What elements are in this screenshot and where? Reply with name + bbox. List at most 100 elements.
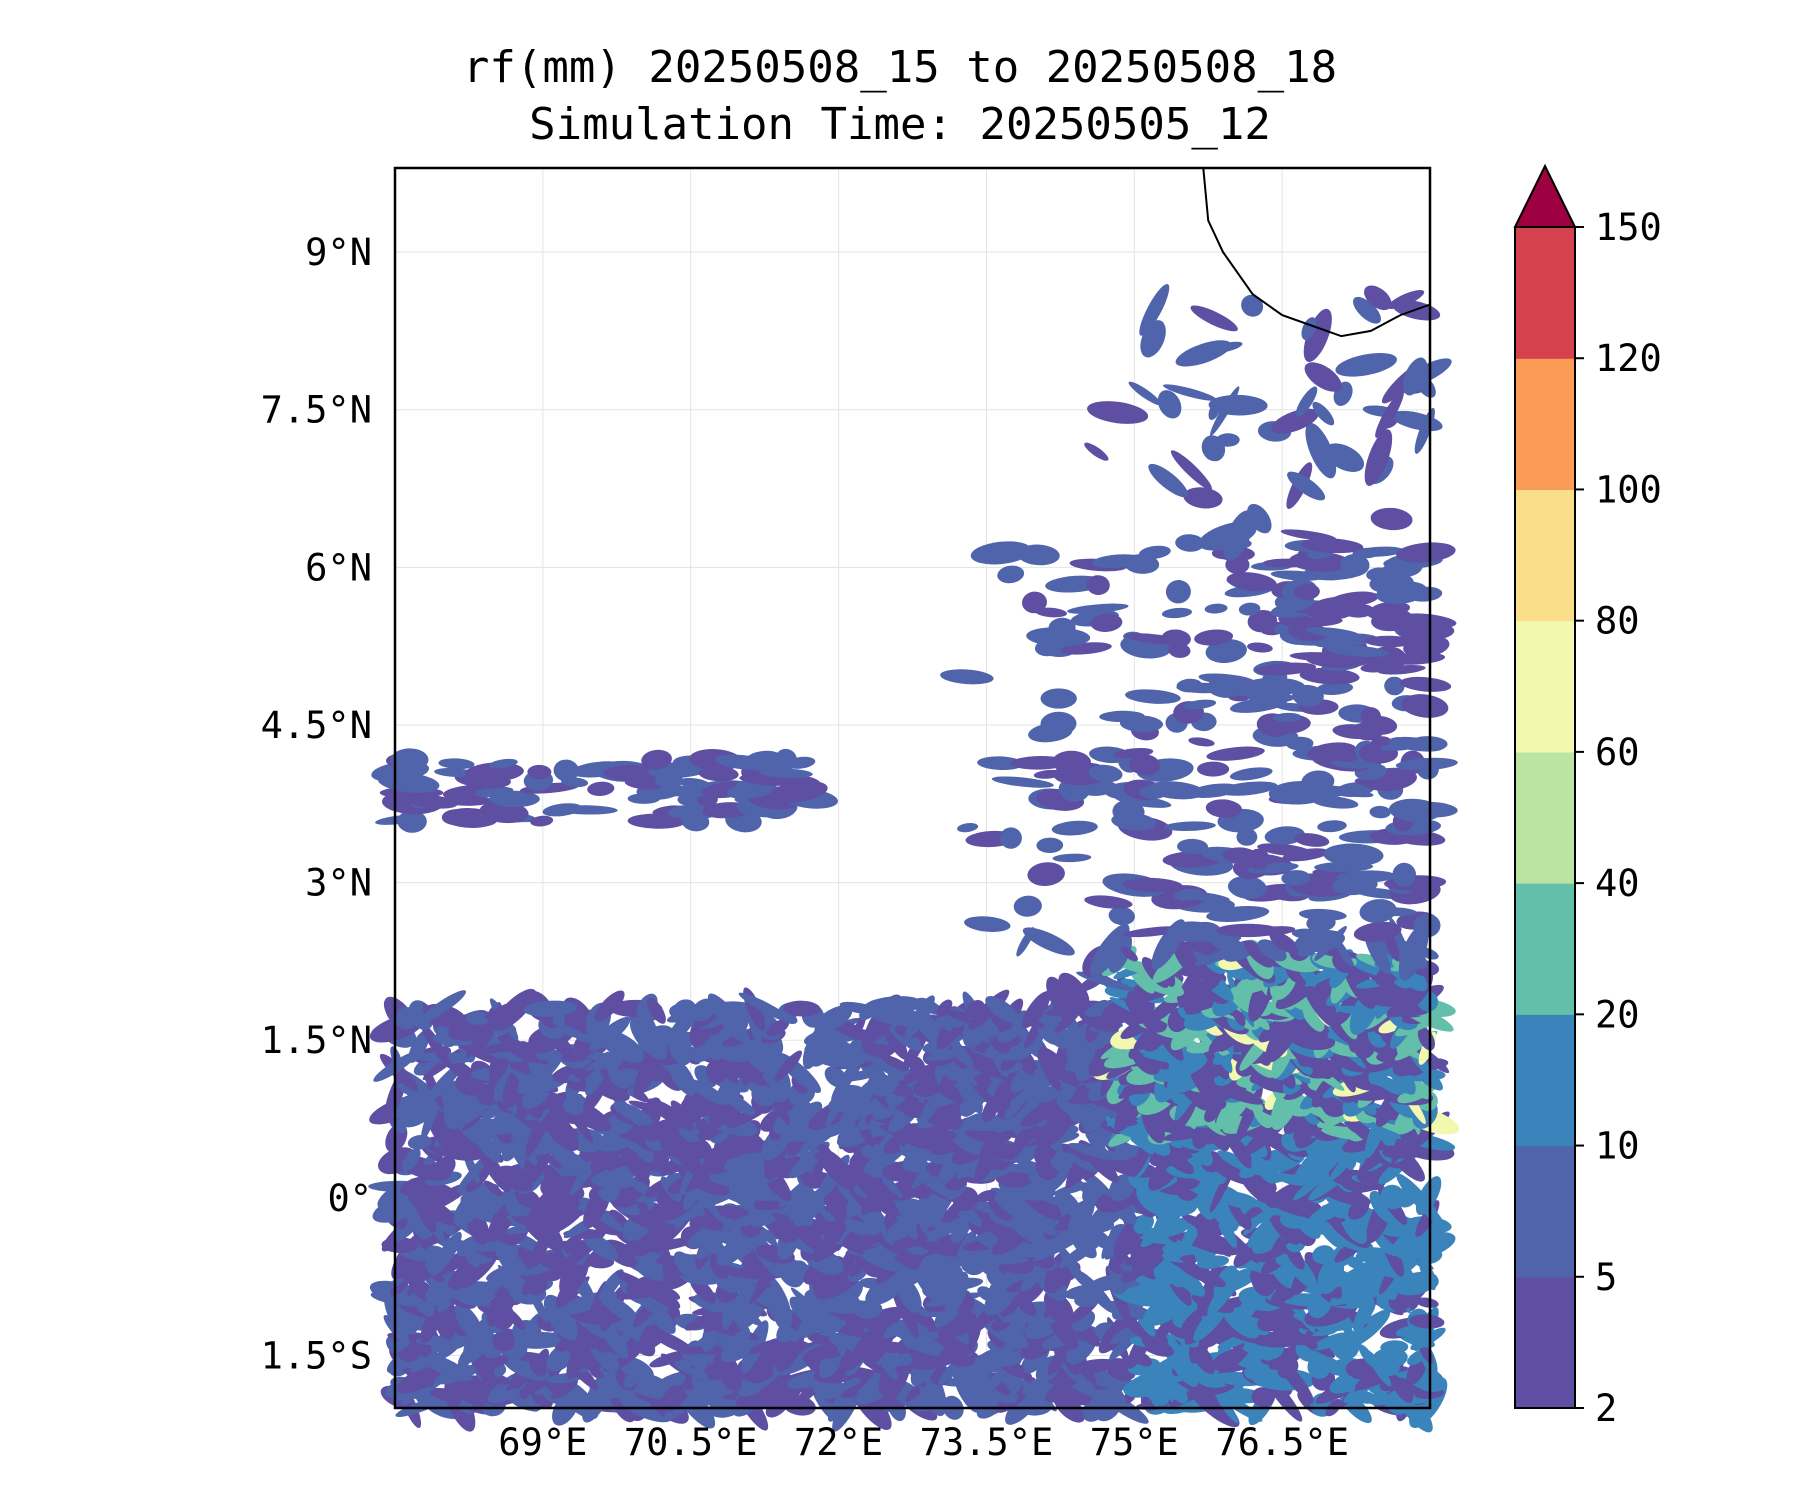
rain-cell [1216, 433, 1240, 447]
rain-cell [1403, 635, 1450, 658]
colorbar-segment [1515, 1145, 1575, 1278]
rain-cell [766, 1019, 790, 1037]
rain-cell [1226, 572, 1277, 592]
rain-cell [543, 1294, 578, 1341]
rain-cell [1204, 603, 1228, 614]
rain-cell [1395, 757, 1458, 771]
rain-cell [1303, 308, 1332, 362]
rain-cell [1241, 294, 1264, 317]
rain-cell [1396, 1232, 1456, 1261]
rain-cell [600, 1294, 640, 1324]
rain-cell [991, 776, 1054, 788]
rain-cell [1040, 688, 1077, 709]
colorbar-tick-label: 10 [1595, 1125, 1640, 1168]
rain-cell [1301, 770, 1335, 793]
rain-cell [1340, 553, 1370, 577]
rain-cell [1084, 442, 1109, 461]
rain-cell [1353, 921, 1402, 942]
rain-cell [1112, 799, 1145, 824]
rain-cell [1139, 283, 1170, 336]
rain-cell [534, 1348, 550, 1372]
rain-cell [1370, 601, 1411, 617]
rain-cell [786, 756, 816, 769]
rain-cell [1197, 761, 1230, 777]
rain-cell [1298, 908, 1347, 921]
rain-cell [866, 1052, 905, 1081]
rain-cell [598, 1269, 624, 1301]
rain-cell [1417, 947, 1439, 960]
rain-cell [1194, 629, 1234, 646]
rain-cell [880, 1054, 909, 1071]
rain-cell [985, 996, 1021, 1024]
rain-cell [1022, 991, 1051, 1029]
rain-cell [1048, 617, 1076, 638]
rain-cell [407, 1135, 432, 1150]
rain-cell [1312, 1245, 1335, 1264]
colorbar-extend-arrow [1513, 163, 1577, 228]
rain-cell [1099, 710, 1145, 723]
rain-cell [1236, 828, 1258, 846]
rain-cell [833, 1280, 864, 1309]
rain-cell [1050, 1147, 1074, 1172]
rain-cell [1295, 386, 1318, 418]
map-subtitle: Simulation Time: 20250505_12 [529, 99, 1271, 150]
rain-cell [997, 565, 1025, 584]
rain-cell [397, 810, 427, 833]
rain-cell [1335, 352, 1397, 377]
colorbar-segment [1515, 358, 1575, 490]
rain-cell [530, 815, 554, 827]
rain-cell [684, 1309, 725, 1331]
rain-cell [1269, 931, 1299, 954]
rain-cell [1384, 676, 1405, 696]
rain-cell [589, 1016, 631, 1052]
rain-cell [1177, 891, 1230, 902]
rain-cell [1343, 603, 1375, 618]
rain-cell [1304, 362, 1342, 392]
rain-cell [815, 1005, 853, 1032]
rain-cell [1368, 907, 1417, 917]
rain-cell [1089, 746, 1131, 764]
rainfall-field [368, 283, 1460, 1433]
rain-cell [1198, 673, 1257, 686]
colorbar-tick-label: 80 [1595, 600, 1640, 643]
lat-tick-label: 3°N [305, 862, 372, 905]
rain-cell [402, 1148, 421, 1172]
rain-cell [1375, 390, 1404, 438]
colorbar-tick-label: 2 [1595, 1387, 1617, 1430]
rain-cell [1084, 895, 1133, 909]
rain-cell [1400, 676, 1452, 692]
colorbar-segment [1515, 227, 1575, 359]
rain-cell [1206, 746, 1265, 761]
rain-cell [1183, 699, 1217, 710]
lat-tick-label: 1.5°N [261, 1019, 372, 1062]
rain-cell [1369, 805, 1391, 819]
rain-cell [1328, 591, 1379, 608]
rain-cell [1133, 1213, 1154, 1234]
rain-cell [1223, 510, 1254, 561]
rain-cell [1395, 613, 1457, 629]
rain-cell [1363, 285, 1392, 311]
rain-cell [1208, 394, 1268, 416]
rain-cell [1287, 622, 1329, 642]
rain-cell [1273, 712, 1302, 722]
rain-cell [1392, 862, 1417, 887]
rain-cell [438, 758, 475, 770]
rain-cell [483, 1180, 504, 1197]
rain-cell [1087, 401, 1149, 424]
rain-cell [1017, 544, 1060, 566]
coastline [1202, 167, 1431, 338]
rain-cell [1040, 711, 1077, 736]
rain-cell [464, 762, 524, 783]
colorbar-frame [1514, 226, 1576, 1409]
rain-cell [1401, 694, 1449, 718]
rain-cell [647, 1098, 695, 1131]
rain-cell [1413, 913, 1441, 938]
map-frame [393, 166, 1432, 1410]
colorbar: 2 5 10 20 40 60 80 100 120 150 [1513, 163, 1662, 1430]
lat-tick-label: 9°N [305, 231, 372, 274]
rain-cell [999, 827, 1022, 849]
rain-cell [668, 805, 697, 819]
rain-cell [1360, 707, 1381, 725]
rain-cell [964, 916, 1011, 932]
lat-tick-label: 0° [327, 1177, 372, 1220]
